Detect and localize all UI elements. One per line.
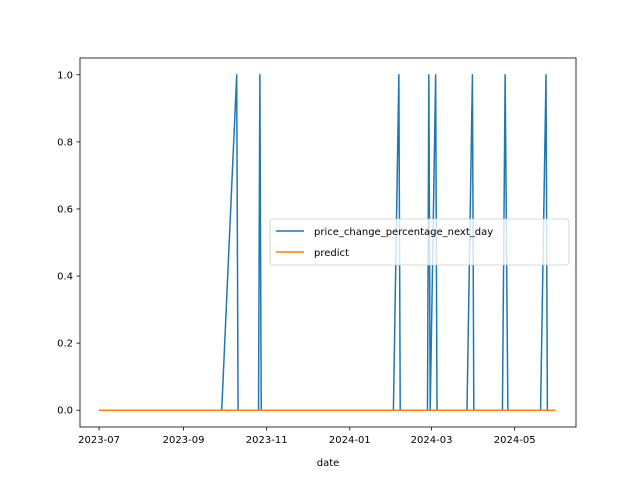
x-axis: 2023-07 2023-09 2023-11 2024-01 2024-03 2024-…: [78, 427, 536, 446]
x-tick-label: 2024-01: [329, 435, 371, 446]
y-tick-label: 0.0: [57, 406, 73, 417]
legend-label: predict: [314, 248, 349, 259]
x-tick-label: 2023-11: [246, 435, 288, 446]
y-tick-label: 0.4: [57, 272, 73, 283]
y-axis: 0.0 0.2 0.4 0.6 0.8 1.0: [57, 70, 80, 417]
y-tick-label: 0.8: [57, 137, 73, 148]
x-axis-label: date: [317, 458, 340, 469]
x-tick-label: 2024-05: [494, 435, 536, 446]
x-tick-label: 2024-03: [411, 435, 453, 446]
y-tick-label: 1.0: [57, 70, 73, 81]
y-tick-label: 0.2: [57, 339, 73, 350]
x-tick-label: 2023-07: [78, 435, 120, 446]
plot-lines: [99, 74, 556, 411]
x-tick-label: 2023-09: [163, 435, 205, 446]
legend-label: price_change_percentage_next_day: [314, 227, 493, 238]
legend-box: [269, 218, 570, 266]
y-tick-label: 0.6: [57, 204, 73, 215]
plot-frame: [79, 57, 577, 428]
